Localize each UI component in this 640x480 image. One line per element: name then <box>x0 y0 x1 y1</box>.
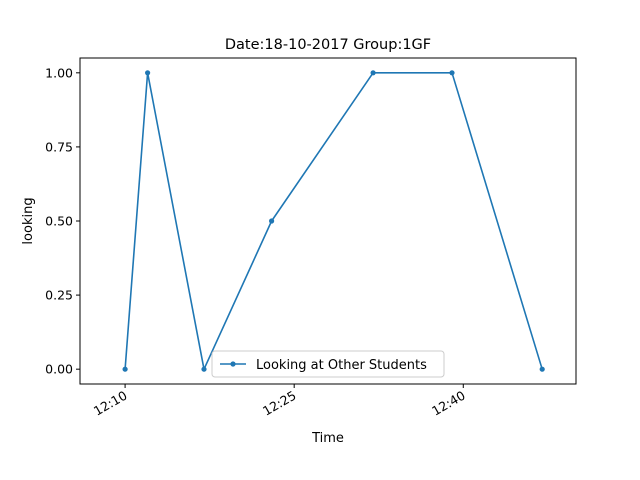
chart-title: Date:18-10-2017 Group:1GF <box>225 37 431 53</box>
y-axis: 0.00 0.25 0.50 0.75 1.00 <box>45 65 80 377</box>
y-tick-label: 0.75 <box>45 139 73 154</box>
data-point <box>122 366 128 372</box>
plot-content <box>122 70 545 372</box>
data-point <box>370 70 376 76</box>
data-point <box>201 366 207 372</box>
data-point <box>539 366 545 372</box>
legend-marker-swatch <box>230 361 236 367</box>
y-tick-label: 1.00 <box>45 65 73 80</box>
x-axis-label: Time <box>311 431 344 446</box>
legend-label: Looking at Other Students <box>256 358 427 373</box>
legend-box <box>211 350 445 378</box>
legend: Looking at Other Students <box>211 350 445 378</box>
data-point <box>449 70 455 76</box>
y-tick-label: 0.25 <box>45 288 73 303</box>
y-tick-label: 0.50 <box>45 214 73 229</box>
y-axis-label: looking <box>21 197 36 244</box>
data-point <box>269 218 275 224</box>
y-tick-label: 0.00 <box>45 362 73 377</box>
data-point <box>145 70 151 76</box>
